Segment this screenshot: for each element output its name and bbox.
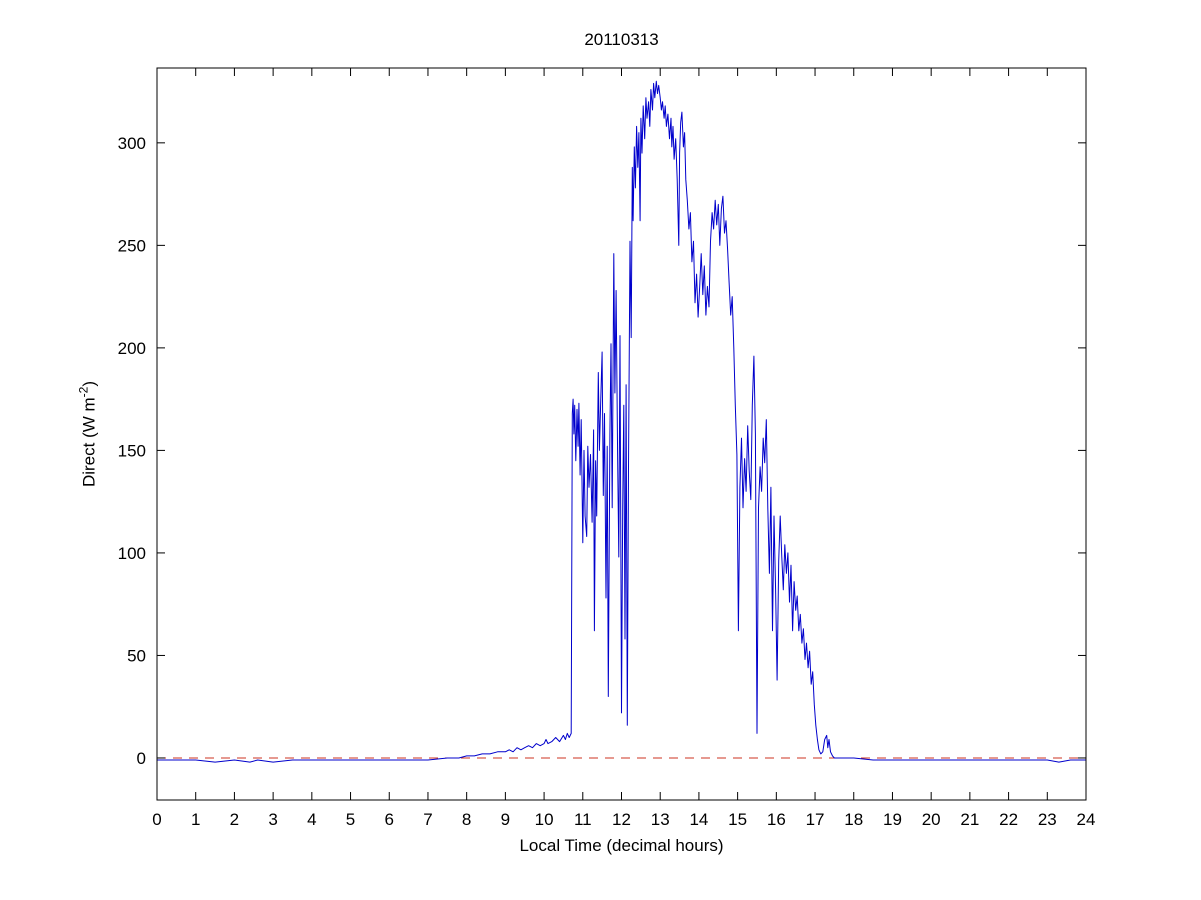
x-tick-label: 5: [346, 810, 355, 829]
x-tick-label: 19: [883, 810, 902, 829]
y-axis-label-suffix: ): [79, 380, 99, 387]
x-axis-label: Local Time (decimal hours): [519, 836, 724, 855]
x-tick-label: 14: [689, 810, 708, 829]
x-tick-label: 8: [462, 810, 471, 829]
x-tick-label: 17: [806, 810, 825, 829]
x-tick-label: 0: [152, 810, 161, 829]
x-tick-label: 24: [1077, 810, 1096, 829]
x-tick-label: 11: [574, 810, 592, 829]
x-tick-label: 20: [922, 810, 941, 829]
y-tick-label: 150: [118, 441, 146, 460]
series-line: [157, 80, 1086, 763]
y-tick-label: 300: [118, 134, 146, 153]
x-tick-label: 2: [230, 810, 239, 829]
y-tick-label: 0: [137, 749, 146, 768]
x-tick-label: 13: [651, 810, 670, 829]
x-tick-label: 22: [999, 810, 1018, 829]
x-tick-label: 15: [728, 810, 747, 829]
y-tick-label: 50: [127, 646, 146, 665]
y-axis-label-superscript: -2: [76, 386, 91, 398]
x-tick-label: 9: [501, 810, 510, 829]
x-tick-label: 23: [1038, 810, 1057, 829]
x-tick-label: 16: [767, 810, 786, 829]
x-tick-label: 4: [307, 810, 316, 829]
y-axis-label: Direct (W m-2): [77, 381, 100, 487]
x-tick-label: 12: [612, 810, 631, 829]
x-tick-label: 3: [268, 810, 277, 829]
x-tick-label: 7: [423, 810, 432, 829]
chart-title: 20110313: [584, 30, 659, 49]
x-tick-label: 6: [385, 810, 394, 829]
y-tick-label: 200: [118, 339, 146, 358]
y-tick-label: 100: [118, 544, 146, 563]
x-tick-label: 18: [844, 810, 863, 829]
x-tick-label: 1: [191, 810, 200, 829]
x-tick-label: 21: [960, 810, 979, 829]
x-tick-label: 10: [535, 810, 554, 829]
y-axis-label-prefix: Direct (W m: [79, 397, 99, 488]
y-tick-label: 250: [118, 236, 146, 255]
